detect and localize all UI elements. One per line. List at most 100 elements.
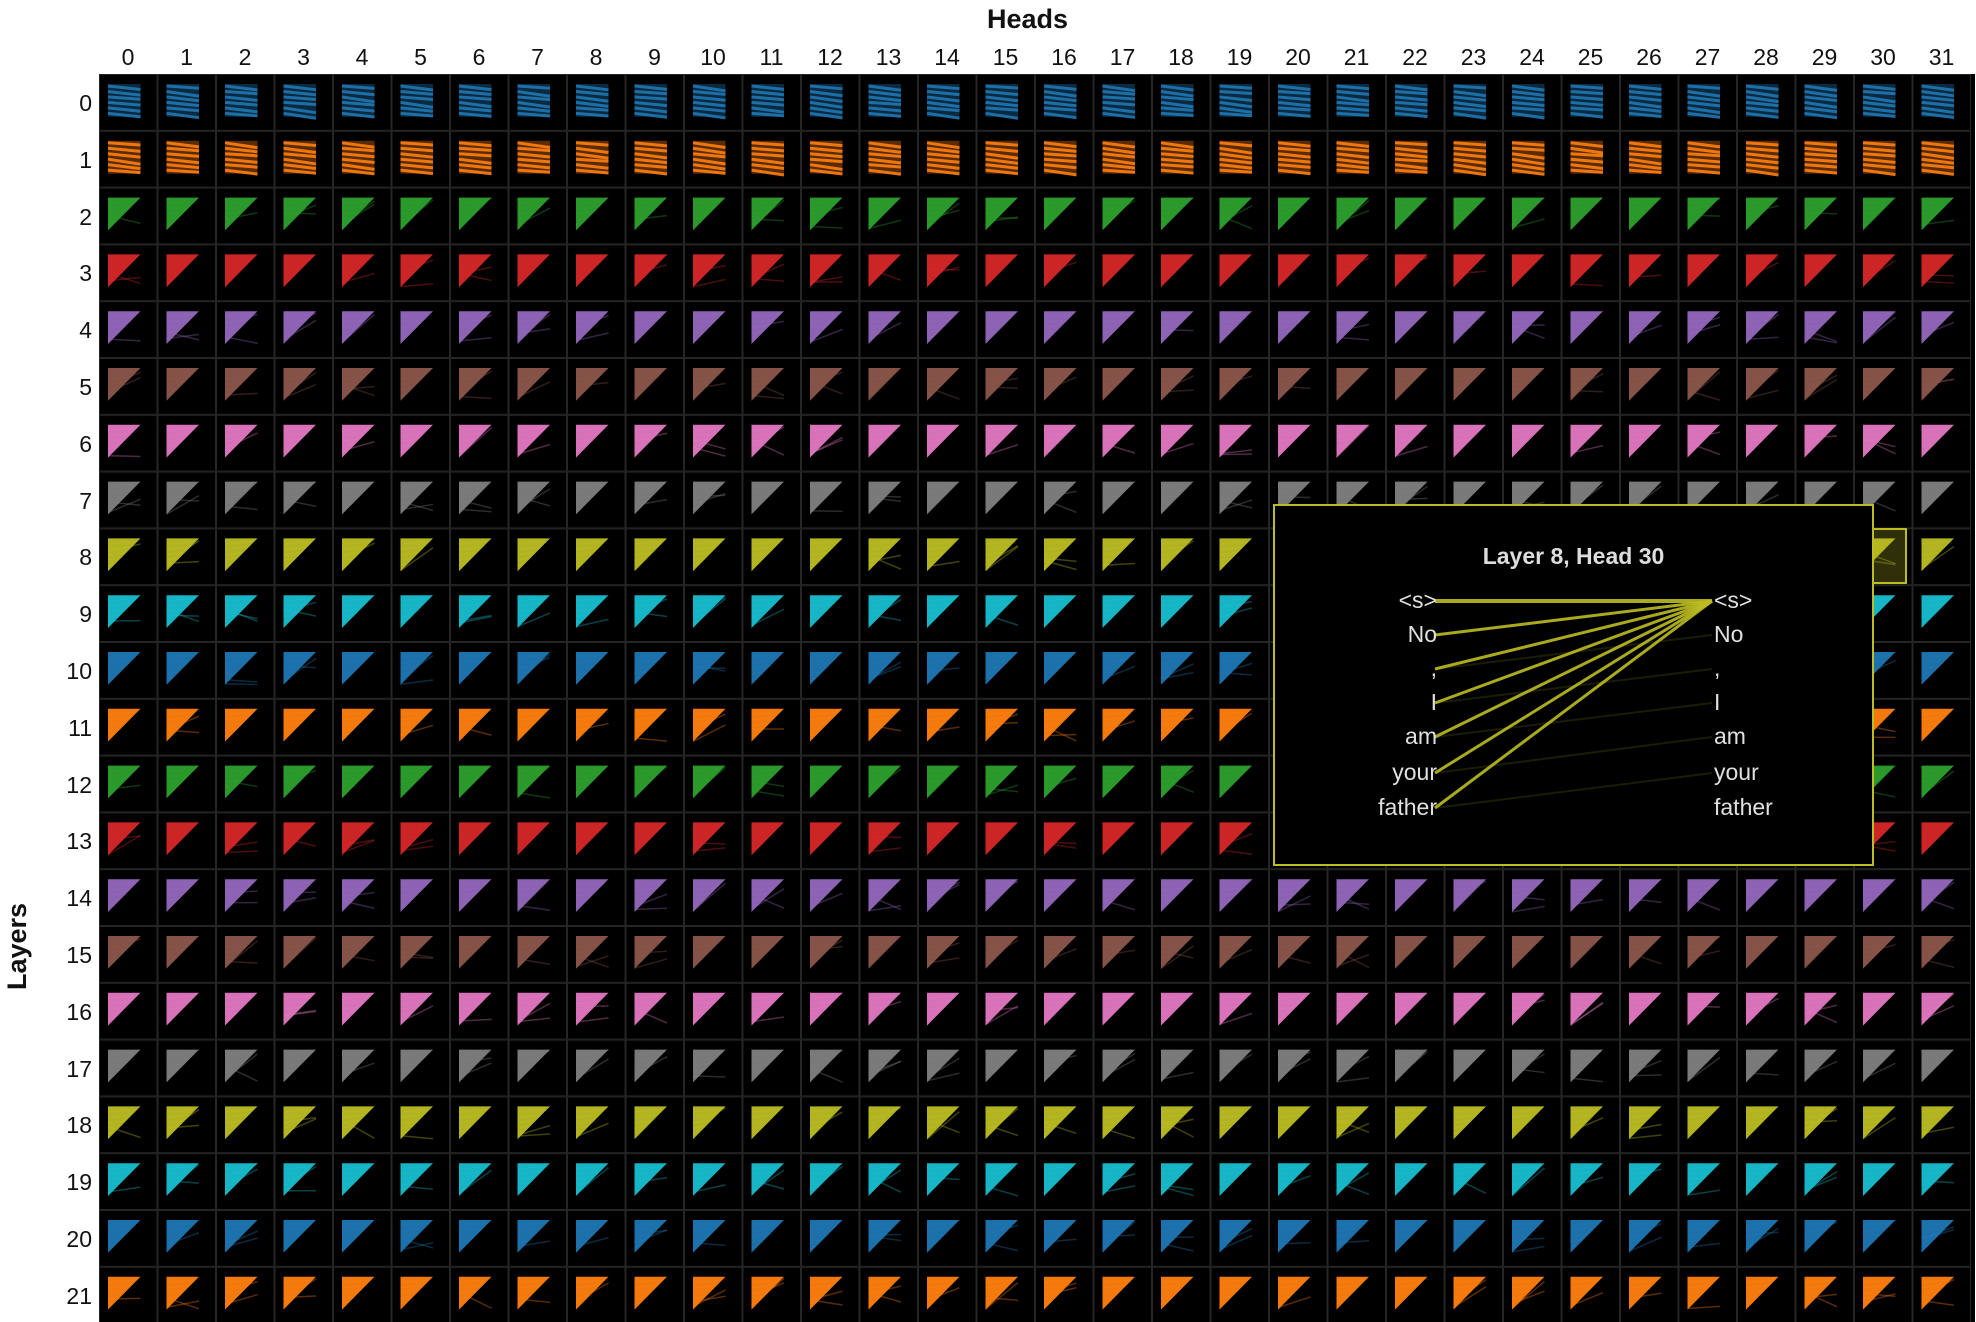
- attention-thumbnail[interactable]: [450, 471, 509, 529]
- attention-thumbnail[interactable]: [1737, 982, 1796, 1040]
- attention-thumbnail[interactable]: [625, 1266, 684, 1322]
- attention-thumbnail[interactable]: [99, 1096, 158, 1154]
- attention-thumbnail[interactable]: [567, 1039, 626, 1097]
- attention-thumbnail[interactable]: [450, 1153, 509, 1210]
- attention-thumbnail[interactable]: [1269, 130, 1328, 188]
- attention-thumbnail[interactable]: [391, 1153, 450, 1210]
- attention-thumbnail[interactable]: [918, 585, 977, 643]
- attention-thumbnail[interactable]: [1795, 1153, 1854, 1210]
- attention-thumbnail[interactable]: [1620, 1096, 1679, 1154]
- attention-thumbnail[interactable]: [1561, 1210, 1620, 1267]
- attention-thumbnail[interactable]: [1620, 74, 1679, 131]
- attention-thumbnail[interactable]: [333, 1210, 392, 1267]
- attention-thumbnail[interactable]: [1035, 471, 1094, 529]
- attention-thumbnail[interactable]: [1561, 244, 1620, 302]
- attention-thumbnail[interactable]: [801, 1039, 860, 1097]
- attention-thumbnail[interactable]: [274, 358, 333, 415]
- attention-thumbnail[interactable]: [1327, 1096, 1386, 1154]
- attention-thumbnail[interactable]: [1327, 982, 1386, 1040]
- attention-thumbnail[interactable]: [450, 585, 509, 643]
- attention-thumbnail[interactable]: [1561, 187, 1620, 245]
- attention-thumbnail[interactable]: [333, 358, 392, 415]
- attention-thumbnail[interactable]: [1620, 982, 1679, 1040]
- attention-thumbnail[interactable]: [1678, 1039, 1737, 1097]
- attention-thumbnail[interactable]: [625, 585, 684, 643]
- attention-thumbnail[interactable]: [1620, 130, 1679, 188]
- attention-thumbnail[interactable]: [1035, 585, 1094, 643]
- attention-thumbnail[interactable]: [1210, 1153, 1269, 1210]
- attention-thumbnail[interactable]: [99, 982, 158, 1040]
- attention-thumbnail[interactable]: [1737, 414, 1796, 472]
- attention-thumbnail[interactable]: [450, 244, 509, 302]
- attention-thumbnail[interactable]: [976, 130, 1035, 188]
- attention-thumbnail[interactable]: [1269, 301, 1328, 358]
- attention-thumbnail[interactable]: [1620, 1210, 1679, 1267]
- attention-thumbnail[interactable]: [1386, 926, 1445, 983]
- attention-thumbnail[interactable]: [508, 812, 567, 870]
- attention-thumbnail[interactable]: [1912, 755, 1971, 813]
- attention-thumbnail[interactable]: [859, 698, 918, 756]
- attention-thumbnail[interactable]: [567, 869, 626, 927]
- attention-thumbnail[interactable]: [625, 358, 684, 415]
- attention-thumbnail[interactable]: [1386, 1039, 1445, 1097]
- attention-thumbnail[interactable]: [1444, 1153, 1503, 1210]
- attention-thumbnail[interactable]: [684, 812, 743, 870]
- attention-thumbnail[interactable]: [801, 755, 860, 813]
- attention-thumbnail[interactable]: [216, 74, 275, 131]
- attention-thumbnail[interactable]: [684, 358, 743, 415]
- attention-thumbnail[interactable]: [1152, 528, 1211, 586]
- attention-thumbnail[interactable]: [1795, 1096, 1854, 1154]
- attention-thumbnail[interactable]: [1210, 301, 1269, 358]
- attention-thumbnail[interactable]: [1327, 414, 1386, 472]
- attention-thumbnail[interactable]: [1912, 301, 1971, 358]
- attention-thumbnail[interactable]: [99, 74, 158, 131]
- attention-thumbnail[interactable]: [742, 130, 801, 188]
- attention-thumbnail[interactable]: [859, 642, 918, 699]
- attention-thumbnail[interactable]: [1327, 1266, 1386, 1322]
- attention-thumbnail[interactable]: [859, 74, 918, 131]
- attention-thumbnail[interactable]: [567, 187, 626, 245]
- attention-thumbnail[interactable]: [1035, 698, 1094, 756]
- attention-thumbnail[interactable]: [684, 74, 743, 131]
- attention-thumbnail[interactable]: [391, 585, 450, 643]
- attention-thumbnail[interactable]: [859, 471, 918, 529]
- attention-thumbnail[interactable]: [1912, 698, 1971, 756]
- attention-thumbnail[interactable]: [1152, 585, 1211, 643]
- attention-thumbnail[interactable]: [859, 1096, 918, 1154]
- attention-thumbnail[interactable]: [508, 1096, 567, 1154]
- attention-thumbnail[interactable]: [1093, 471, 1152, 529]
- attention-thumbnail[interactable]: [157, 301, 216, 358]
- attention-thumbnail[interactable]: [976, 755, 1035, 813]
- attention-thumbnail[interactable]: [1444, 1039, 1503, 1097]
- attention-thumbnail[interactable]: [508, 982, 567, 1040]
- attention-thumbnail[interactable]: [918, 982, 977, 1040]
- attention-thumbnail[interactable]: [918, 74, 977, 131]
- attention-thumbnail[interactable]: [1503, 244, 1562, 302]
- attention-thumbnail[interactable]: [567, 755, 626, 813]
- attention-thumbnail[interactable]: [1093, 528, 1152, 586]
- attention-thumbnail[interactable]: [1152, 130, 1211, 188]
- attention-thumbnail[interactable]: [1561, 982, 1620, 1040]
- attention-thumbnail[interactable]: [157, 74, 216, 131]
- attention-thumbnail[interactable]: [1737, 1210, 1796, 1267]
- attention-thumbnail[interactable]: [1386, 1210, 1445, 1267]
- attention-thumbnail[interactable]: [1854, 869, 1913, 927]
- attention-thumbnail[interactable]: [1093, 926, 1152, 983]
- attention-thumbnail[interactable]: [976, 1210, 1035, 1267]
- attention-thumbnail[interactable]: [801, 301, 860, 358]
- attention-thumbnail[interactable]: [1327, 130, 1386, 188]
- attention-thumbnail[interactable]: [216, 301, 275, 358]
- attention-thumbnail[interactable]: [157, 812, 216, 870]
- attention-thumbnail[interactable]: [1503, 926, 1562, 983]
- attention-thumbnail[interactable]: [918, 130, 977, 188]
- attention-thumbnail[interactable]: [1912, 471, 1971, 529]
- attention-thumbnail[interactable]: [1737, 1039, 1796, 1097]
- attention-thumbnail[interactable]: [216, 414, 275, 472]
- attention-thumbnail[interactable]: [508, 528, 567, 586]
- attention-thumbnail[interactable]: [1854, 301, 1913, 358]
- attention-head-grid[interactable]: [99, 74, 1975, 1322]
- attention-thumbnail[interactable]: [1620, 869, 1679, 927]
- attention-thumbnail[interactable]: [859, 187, 918, 245]
- attention-thumbnail[interactable]: [1269, 244, 1328, 302]
- attention-thumbnail[interactable]: [1561, 1039, 1620, 1097]
